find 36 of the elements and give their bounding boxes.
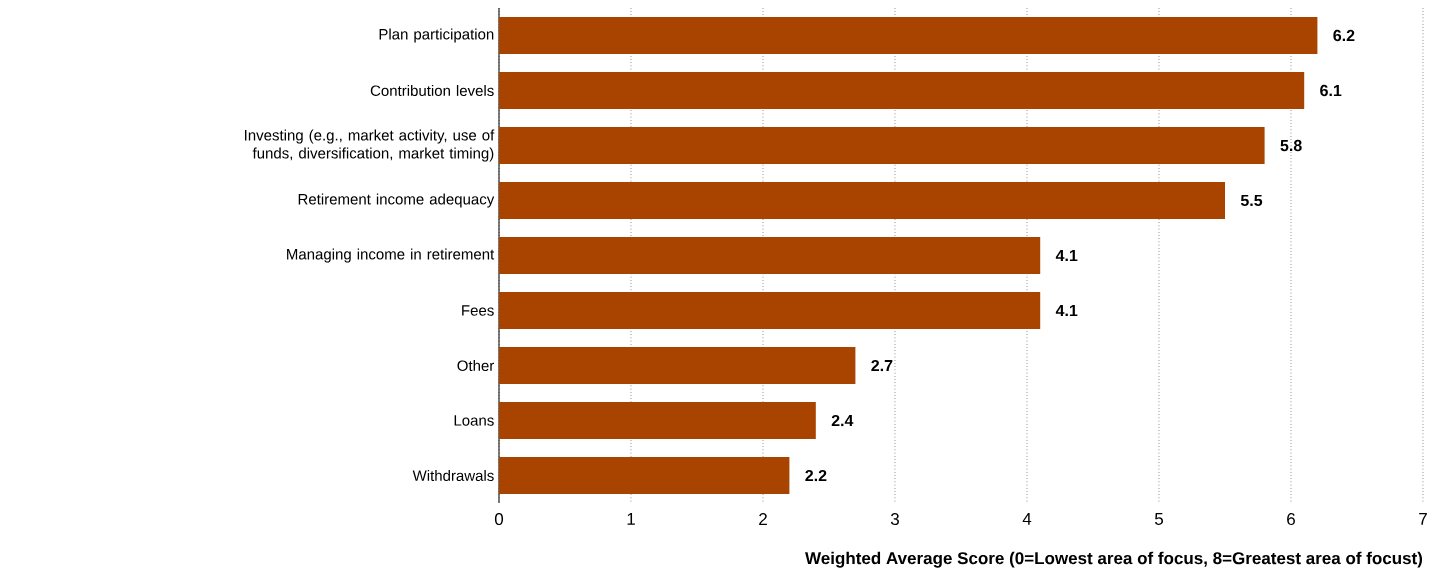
bar (499, 457, 790, 495)
bar (499, 72, 1305, 110)
data-label: 4.1 (1055, 305, 1078, 317)
bar (499, 17, 1318, 55)
x-tick-label: 7 (1419, 513, 1427, 525)
data-label: 2.7 (871, 359, 893, 372)
x-tick-label: 6 (1287, 513, 1295, 526)
x-tick-label: 4 (1022, 513, 1032, 525)
y-tick-label: Other (457, 359, 495, 372)
x-tick-label: 3 (890, 513, 899, 526)
x-tick-label: 2 (759, 513, 767, 525)
data-label: 2.4 (831, 414, 854, 427)
bar (499, 402, 816, 440)
x-tick-label: 5 (1154, 513, 1164, 525)
data-label: 6.2 (1333, 29, 1355, 42)
bar (499, 292, 1041, 330)
data-label: 4.1 (1055, 250, 1078, 262)
bar (499, 127, 1265, 165)
y-tick-label: Fees (462, 305, 494, 316)
bar (499, 237, 1041, 275)
bar (499, 347, 856, 385)
bar (499, 182, 1226, 220)
x-tick-label: 1 (627, 513, 635, 525)
y-tick-label: Contribution levels (370, 85, 494, 97)
y-tick-label: Plan participation (379, 28, 494, 43)
y-tick-label: Loans (454, 415, 494, 426)
x-axis-title: Weighted Average Score (0=Lowest area of focus, 8=Greatest area of focust) (805, 551, 1423, 568)
y-tick-label: Investing (e.g., market activity, use of funds, diversification, market timing) (245, 129, 495, 162)
data-label: 6.1 (1320, 84, 1342, 97)
data-label: 5.5 (1240, 194, 1263, 207)
y-tick-label: Managing income in retirement (287, 248, 495, 263)
y-tick-label: Retirement income adequacy (298, 193, 495, 208)
data-label: 2.2 (805, 469, 827, 482)
y-tick-label: Withdrawals (412, 469, 494, 482)
x-tick-label: 0 (494, 513, 504, 526)
data-label: 5.8 (1280, 139, 1302, 152)
